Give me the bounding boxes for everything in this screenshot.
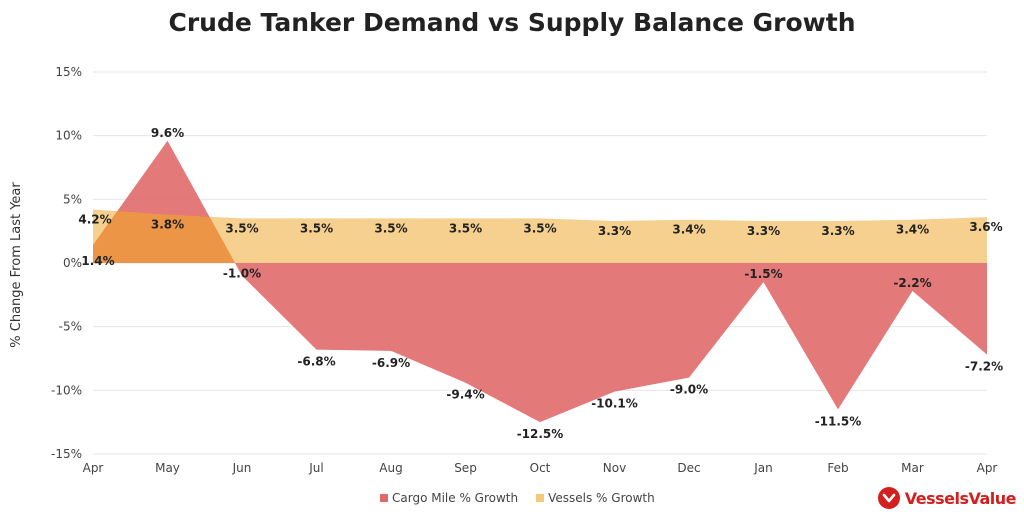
- x-tick-label: Apr: [83, 461, 104, 475]
- data-label-vessels: 3.3%: [598, 224, 631, 238]
- data-label-vessels: 3.3%: [821, 224, 854, 238]
- data-label-cargo: -1.5%: [744, 267, 782, 281]
- legend-item-cargo[interactable]: Cargo Mile % Growth: [380, 491, 518, 505]
- legend-label-cargo: Cargo Mile % Growth: [392, 491, 519, 505]
- legend-item-vessels[interactable]: Vessels % Growth: [536, 491, 655, 505]
- data-label-cargo: 1.4%: [81, 254, 114, 268]
- data-label-cargo: -6.9%: [372, 356, 410, 370]
- data-label-cargo: 9.6%: [151, 126, 184, 140]
- y-tick-label: -10%: [51, 383, 82, 397]
- data-label-cargo: -9.0%: [670, 383, 708, 397]
- data-label-cargo: -2.2%: [893, 276, 931, 290]
- chart-title: Crude Tanker Demand vs Supply Balance Gr…: [168, 8, 856, 37]
- data-label-vessels: 3.5%: [225, 221, 258, 235]
- y-axis-title-wrap: % Change From Last Year: [9, 150, 29, 380]
- vesselsvalue-logo-icon: [877, 487, 900, 509]
- legend-swatch-cargo: [380, 494, 388, 502]
- data-label-vessels: 3.5%: [449, 221, 482, 235]
- data-label-vessels: 3.8%: [151, 218, 184, 232]
- y-tick-label: 5%: [63, 192, 82, 206]
- series-area-vessels: [93, 209, 987, 263]
- x-tick-label: Jan: [753, 461, 773, 475]
- x-tick-label: Oct: [530, 461, 551, 475]
- data-label-vessels: 4.2%: [78, 213, 111, 227]
- data-label-cargo: -7.2%: [965, 360, 1003, 374]
- x-tick-label: Apr: [977, 461, 998, 475]
- x-tick-label: Feb: [827, 461, 848, 475]
- data-label-vessels: 3.5%: [523, 221, 556, 235]
- x-tick-label: Dec: [677, 461, 700, 475]
- data-label-cargo: -12.5%: [517, 427, 564, 441]
- vesselsvalue-logo: VesselsValue: [877, 486, 1017, 510]
- x-tick-label: Nov: [603, 461, 626, 475]
- data-label-vessels: 3.5%: [300, 221, 333, 235]
- x-tick-label: May: [155, 461, 180, 475]
- legend-swatch-vessels: [536, 494, 545, 502]
- data-label-vessels: 3.4%: [672, 223, 705, 237]
- y-tick-label: 10%: [55, 129, 82, 143]
- data-label-vessels: 3.5%: [374, 221, 407, 235]
- data-label-cargo: -6.8%: [297, 355, 335, 369]
- data-label-cargo: -1.0%: [223, 267, 261, 281]
- data-label-cargo: -10.1%: [591, 397, 638, 411]
- y-axis-title: % Change From Last Year: [9, 182, 24, 348]
- data-label-cargo: -9.4%: [446, 388, 484, 402]
- data-label-vessels: 3.3%: [747, 224, 780, 238]
- legend: Cargo Mile % Growth Vessels % Growth: [380, 491, 655, 505]
- data-label-vessels: 3.4%: [896, 223, 929, 237]
- x-tick-label: Aug: [379, 461, 402, 475]
- x-tick-label: Mar: [901, 461, 924, 475]
- x-tick-label: Sep: [454, 461, 477, 475]
- x-tick-label: Jul: [308, 461, 323, 475]
- y-tick-label: 15%: [55, 65, 82, 79]
- y-tick-label: -5%: [59, 320, 82, 334]
- y-tick-label: 0%: [63, 256, 82, 270]
- data-label-cargo: -11.5%: [815, 414, 862, 428]
- x-tick-label: Jun: [232, 461, 252, 475]
- y-tick-label: -15%: [51, 447, 82, 461]
- data-label-vessels: 3.6%: [969, 220, 1002, 234]
- logo-text: VesselsValue: [904, 488, 1017, 508]
- legend-label-vessels: Vessels % Growth: [548, 491, 655, 505]
- series-area-cargo: [93, 140, 987, 423]
